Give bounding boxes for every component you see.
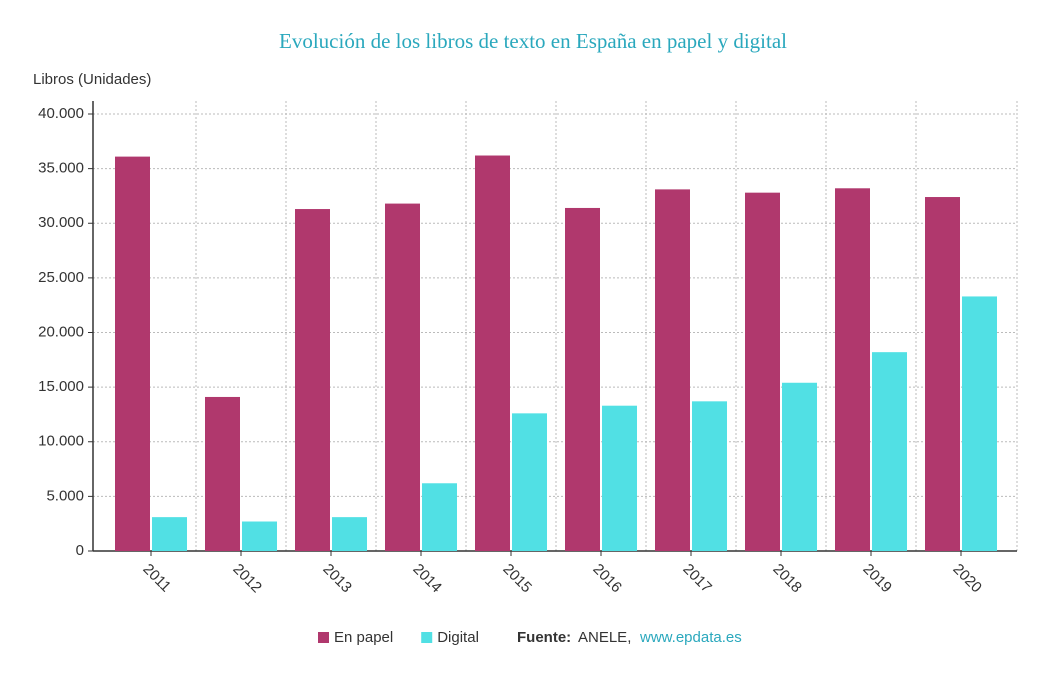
y-tick-label: 40.000 — [38, 105, 84, 122]
legend-swatch — [421, 632, 433, 643]
source-label: Fuente: — [517, 629, 571, 646]
y-tick-label: 10.000 — [38, 433, 84, 450]
bar — [962, 296, 997, 551]
source-text: ANELE, — [578, 629, 631, 646]
bar — [782, 382, 817, 551]
bar — [332, 517, 367, 551]
x-tick-label: 2019 — [859, 561, 895, 597]
x-tick-label: 2020 — [949, 561, 985, 597]
bar — [745, 192, 780, 551]
legend-label: Digital — [437, 629, 479, 646]
bar — [565, 207, 600, 551]
chart-title: Evolución de los libros de texto en Espa… — [279, 29, 787, 53]
x-tick-label: 2012 — [229, 561, 265, 597]
x-tick-label: 2014 — [409, 561, 445, 597]
bar — [655, 189, 690, 551]
bar — [242, 521, 277, 551]
y-tick-label: 15.000 — [38, 378, 84, 395]
bar — [152, 517, 187, 551]
x-tick-label: 2011 — [139, 561, 174, 596]
source-link[interactable]: www.epdata.es — [639, 629, 742, 646]
x-tick-label: 2018 — [769, 561, 805, 597]
bar — [205, 396, 240, 551]
bar — [475, 155, 510, 551]
bar — [835, 188, 870, 552]
bar — [872, 352, 907, 551]
y-tick-label: 20.000 — [38, 323, 84, 340]
legend-label: En papel — [334, 629, 393, 646]
y-tick-label: 5.000 — [46, 487, 84, 504]
bar — [925, 197, 960, 551]
x-tick-label: 2017 — [679, 561, 715, 597]
bar — [422, 483, 457, 551]
bar — [602, 405, 637, 551]
x-tick-label: 2016 — [589, 561, 625, 597]
bar — [512, 413, 547, 551]
y-tick-label: 0 — [76, 542, 84, 559]
bar — [692, 401, 727, 551]
y-tick-label: 25.000 — [38, 269, 84, 286]
bar — [295, 209, 330, 552]
bar — [385, 203, 420, 551]
x-tick-label: 2015 — [499, 561, 535, 597]
y-axis-label: Libros (Unidades) — [33, 71, 151, 88]
y-tick-label: 35.000 — [38, 160, 84, 177]
bar — [115, 156, 150, 552]
y-tick-label: 30.000 — [38, 214, 84, 231]
x-tick-label: 2013 — [319, 561, 355, 597]
legend-swatch — [318, 632, 329, 643]
